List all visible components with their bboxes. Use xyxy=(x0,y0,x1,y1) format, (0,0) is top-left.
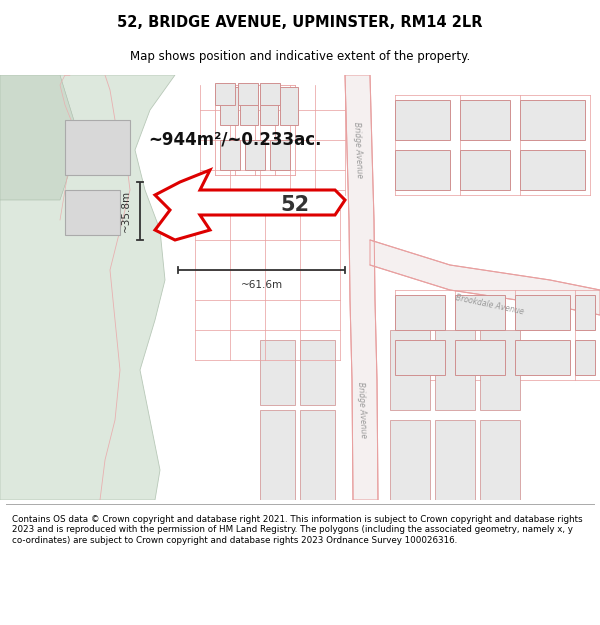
Bar xyxy=(260,83,280,105)
Text: ~944m²/~0.233ac.: ~944m²/~0.233ac. xyxy=(148,131,322,149)
Bar xyxy=(245,140,265,170)
Bar xyxy=(575,340,595,375)
Text: Bridge Avenue: Bridge Avenue xyxy=(356,382,368,438)
Bar xyxy=(520,150,585,190)
Bar xyxy=(280,87,298,125)
Bar xyxy=(240,87,258,125)
Text: 52: 52 xyxy=(280,195,310,215)
Bar xyxy=(65,120,130,175)
Bar xyxy=(395,340,445,375)
Text: Contains OS data © Crown copyright and database right 2021. This information is : Contains OS data © Crown copyright and d… xyxy=(12,515,583,545)
Polygon shape xyxy=(435,420,475,500)
Bar xyxy=(65,190,120,235)
Bar xyxy=(395,295,445,330)
Polygon shape xyxy=(345,75,378,500)
Polygon shape xyxy=(260,340,295,405)
Bar xyxy=(270,140,290,170)
Polygon shape xyxy=(480,420,520,500)
Polygon shape xyxy=(0,75,175,500)
Bar xyxy=(260,87,278,125)
Bar xyxy=(215,83,235,105)
Bar xyxy=(395,150,450,190)
Polygon shape xyxy=(435,330,475,410)
Bar xyxy=(395,100,450,140)
Text: ~61.6m: ~61.6m xyxy=(241,280,283,290)
Bar xyxy=(520,100,585,140)
Bar xyxy=(455,295,505,330)
Polygon shape xyxy=(260,410,295,500)
Bar xyxy=(575,295,595,330)
Bar xyxy=(515,295,570,330)
Polygon shape xyxy=(480,330,520,410)
Bar xyxy=(238,83,258,105)
Text: Brookdale Avenue: Brookdale Avenue xyxy=(455,293,525,317)
Polygon shape xyxy=(390,420,430,500)
Bar xyxy=(460,150,510,190)
Polygon shape xyxy=(0,75,80,200)
Bar xyxy=(460,100,510,140)
Bar xyxy=(455,340,505,375)
Polygon shape xyxy=(370,240,600,315)
Text: Map shows position and indicative extent of the property.: Map shows position and indicative extent… xyxy=(130,50,470,62)
Text: ~35.8m: ~35.8m xyxy=(121,190,131,232)
Polygon shape xyxy=(390,330,430,410)
Text: Bridge Avenue: Bridge Avenue xyxy=(352,122,364,178)
Polygon shape xyxy=(300,410,335,500)
Text: 52, BRIDGE AVENUE, UPMINSTER, RM14 2LR: 52, BRIDGE AVENUE, UPMINSTER, RM14 2LR xyxy=(117,15,483,30)
Bar xyxy=(220,140,240,170)
Polygon shape xyxy=(300,340,335,405)
Polygon shape xyxy=(155,170,345,240)
Bar xyxy=(220,87,238,125)
Bar xyxy=(515,340,570,375)
